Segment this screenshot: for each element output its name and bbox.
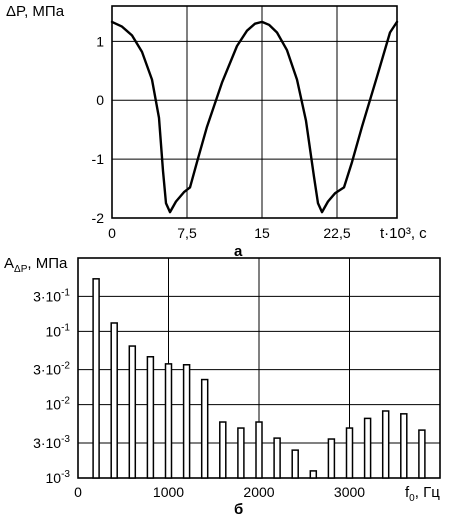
chart-b-y-tick-label: 10-1 <box>46 322 71 339</box>
chart-b-y-tick-label: 3·10-1 <box>33 287 70 304</box>
chart-a-x-axis-label: t·10³, с <box>380 225 427 242</box>
chart-b-bar <box>219 421 227 479</box>
chart-b-y-tick-label: 3·10-3 <box>33 434 70 451</box>
chart-a-y-axis-label: ΔP, МПа <box>6 3 65 20</box>
chart-b-x-axis-unit: , Гц <box>415 484 440 501</box>
chart-a-y-tick-label: -2 <box>92 210 105 226</box>
chart-a-y-tick-label: -1 <box>92 151 105 167</box>
chart-a-x-tick-label: 0 <box>108 225 116 241</box>
chart-b-y-axis-unit: , МПа <box>27 255 68 272</box>
chart-b-bar <box>291 449 299 479</box>
chart-b-x-tick-label: 2000 <box>243 484 274 500</box>
chart-b: AΔP, МПа 3·10-110-13·10-210-23·10-310-3 … <box>4 255 441 515</box>
chart-a-panel-label: а <box>234 243 243 260</box>
chart-b-x-tick-label: 3000 <box>334 484 365 500</box>
chart-b-x-axis-label: f0, Гц <box>405 484 440 504</box>
chart-b-bar <box>255 421 263 479</box>
chart-b-bar <box>273 437 281 479</box>
chart-b-bar <box>182 364 191 479</box>
chart-b-bar <box>309 470 318 479</box>
chart-b-bar <box>400 413 408 479</box>
chart-b-y-axis-label: AΔP, МПа <box>4 255 68 275</box>
chart-b-bar <box>237 427 245 479</box>
chart-b-y-tick-label: 10-3 <box>46 469 71 486</box>
chart-b-bar <box>128 345 137 479</box>
chart-a-plot-frame <box>111 5 398 219</box>
chart-b-x-axis-subscript: 0 <box>409 493 415 504</box>
chart-a-x-tick-label: 7,5 <box>177 225 197 241</box>
chart-a: ΔP, МПа 1 0 -1 -2 0 7,5 15 22,5 t·10³, с а <box>6 3 427 260</box>
chart-b-y-tick-label: 10-2 <box>46 396 71 413</box>
chart-b-y-axis-symbol: A <box>4 255 14 272</box>
chart-b-bar <box>381 410 390 479</box>
chart-b-bar <box>345 427 354 479</box>
chart-a-x-tick-label: 22,5 <box>323 225 350 241</box>
chart-b-bar <box>418 429 426 479</box>
chart-b-panel-label: б <box>234 501 243 515</box>
chart-b-bar <box>327 438 336 479</box>
chart-b-x-axis-symbol: f <box>405 484 410 501</box>
chart-b-y-axis-subscript: ΔP <box>14 264 28 275</box>
chart-b-x-tick-label: 1000 <box>153 484 184 500</box>
chart-a-y-tick-label: 0 <box>96 92 104 108</box>
chart-a-x-axis-label-text: t·10³, с <box>380 225 427 242</box>
chart-b-x-tick-label: 0 <box>74 484 82 500</box>
chart-b-bar <box>200 378 209 479</box>
chart-b-bar <box>110 322 118 479</box>
chart-b-bar <box>164 363 173 479</box>
chart-b-bar <box>146 356 155 479</box>
chart-a-pressure-curve <box>110 20 399 214</box>
chart-b-y-tick-label: 3·10-2 <box>33 361 70 378</box>
chart-b-bar <box>363 417 372 479</box>
chart-a-y-tick-label: 1 <box>96 33 104 49</box>
chart-a-x-tick-label: 15 <box>254 225 270 241</box>
chart-b-bar <box>92 278 100 479</box>
